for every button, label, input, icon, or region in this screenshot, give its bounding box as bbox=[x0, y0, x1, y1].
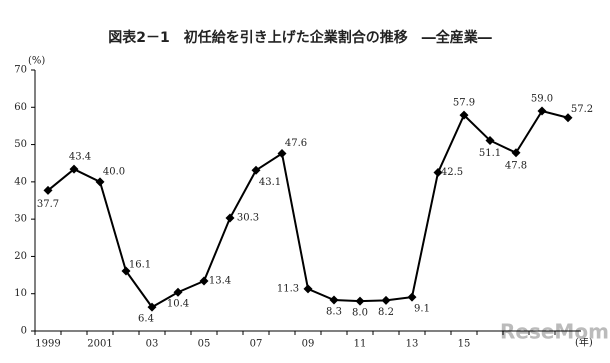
data-point bbox=[69, 164, 79, 174]
data-point bbox=[381, 295, 391, 305]
data-label: 9.1 bbox=[414, 304, 430, 315]
data-point bbox=[329, 295, 339, 305]
data-point bbox=[537, 106, 547, 116]
data-label: 10.4 bbox=[167, 299, 189, 310]
data-point bbox=[95, 177, 105, 187]
y-tick-label: 50 bbox=[14, 139, 27, 150]
data-label: 43.4 bbox=[69, 152, 91, 163]
data-label: 13.4 bbox=[209, 276, 231, 287]
y-tick-label: 20 bbox=[14, 251, 27, 262]
x-tick-label: 09 bbox=[302, 339, 315, 350]
data-label: 8.3 bbox=[326, 307, 342, 318]
data-label: 47.8 bbox=[505, 160, 527, 171]
data-label: 8.2 bbox=[378, 307, 394, 318]
x-tick-label: 03 bbox=[146, 339, 159, 350]
data-point bbox=[303, 284, 313, 294]
data-point bbox=[355, 296, 365, 306]
data-label: 8.0 bbox=[352, 308, 368, 319]
data-point bbox=[563, 113, 573, 123]
data-point bbox=[251, 165, 261, 175]
x-unit: (年) bbox=[575, 336, 593, 349]
data-point bbox=[459, 110, 469, 120]
x-tick-label: 1999 bbox=[35, 339, 60, 350]
data-label: 11.3 bbox=[277, 283, 299, 294]
data-label: 30.3 bbox=[237, 213, 259, 224]
x-tick-label: 13 bbox=[406, 339, 419, 350]
y-tick-label: 0 bbox=[21, 326, 27, 337]
data-point bbox=[433, 168, 443, 178]
data-label: 57.9 bbox=[453, 98, 475, 109]
y-tick-label: 10 bbox=[14, 288, 27, 299]
data-label: 57.2 bbox=[571, 104, 593, 115]
y-tick-label: 60 bbox=[14, 102, 27, 113]
data-point bbox=[121, 266, 131, 276]
data-point bbox=[199, 276, 209, 286]
y-tick-label: 40 bbox=[14, 176, 27, 187]
data-label: 59.0 bbox=[531, 94, 553, 105]
data-label: 37.7 bbox=[37, 199, 59, 210]
data-point bbox=[511, 148, 521, 158]
x-tick-label: 07 bbox=[250, 339, 263, 350]
data-point bbox=[43, 185, 53, 195]
data-label: 40.0 bbox=[103, 166, 125, 177]
data-label: 43.1 bbox=[259, 177, 281, 188]
x-tick-label: 11 bbox=[354, 339, 367, 350]
data-label: 42.5 bbox=[441, 167, 463, 178]
x-tick-label: 15 bbox=[458, 339, 471, 350]
data-point bbox=[225, 213, 235, 223]
data-label: 51.1 bbox=[479, 148, 501, 159]
data-point bbox=[407, 292, 417, 302]
data-label: 16.1 bbox=[129, 259, 151, 270]
chart-title: 図表2－1 初任給を引き上げた企業割合の推移 ―全産業― bbox=[108, 29, 491, 46]
data-point bbox=[485, 135, 495, 145]
data-point bbox=[277, 149, 287, 159]
y-tick-label: 30 bbox=[14, 214, 27, 225]
data-label: 47.6 bbox=[285, 138, 307, 149]
x-tick-label: 2001 bbox=[87, 339, 112, 350]
x-tick-label: 05 bbox=[198, 339, 211, 350]
data-label: 6.4 bbox=[138, 314, 154, 325]
data-point bbox=[173, 287, 183, 297]
data-point bbox=[147, 302, 157, 312]
y-unit: (%) bbox=[28, 56, 45, 67]
y-tick-label: 70 bbox=[14, 65, 27, 76]
